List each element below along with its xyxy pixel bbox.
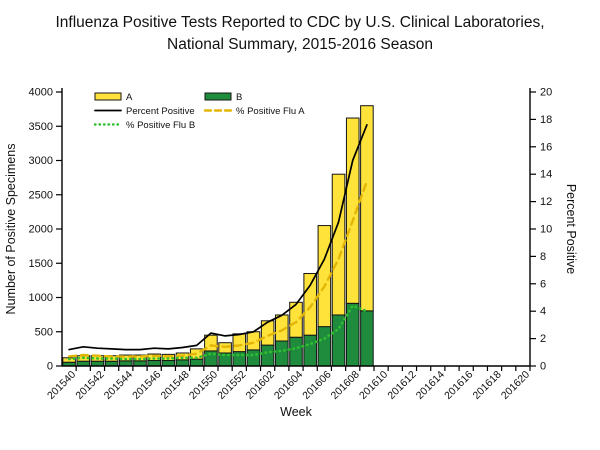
x-tick-label: 201612 [385,369,418,402]
legend: A B Percent Positive % Positive Flu A % Posi… [93,92,305,131]
bar-b-segment [161,360,176,367]
percent-lines-layer [67,124,369,361]
bar-a-segment [232,333,247,353]
bar-b-segment [90,360,105,367]
legend-swatch-a [94,92,122,101]
y-right-tick-label: 0 [540,361,546,373]
bar-a-segment [204,334,218,352]
x-tick-label: 201544 [102,369,135,402]
legend-label: Percent Positive [126,106,195,117]
x-tick-label: 201606 [300,369,333,402]
x-tick-label: 201620 [499,369,532,402]
bar-b-segment [275,340,289,367]
x-tick-label: 201616 [442,369,475,402]
pct-flu-a-line [67,179,369,358]
y-right-tick-label: 20 [540,87,552,99]
bar-b-segment [345,302,360,367]
y-left-tick-label: 2000 [29,224,53,236]
bar-b-segment [260,344,275,367]
legend-label: % Positive Flu B [126,120,195,131]
bar-b-segment [317,326,332,367]
y-right-tick-label: 6 [540,278,546,290]
bar-b-segment [360,310,374,367]
y-right-tick-label: 18 [540,114,552,126]
x-tick-label: 201546 [130,369,163,402]
percent-positive-line [68,124,368,351]
y-right-tick-label: 14 [540,169,552,181]
bar-a-segment [289,301,303,338]
bar-b-segment [246,349,261,367]
y-right-tick-label: 12 [540,196,552,208]
y-right-tick-label: 10 [540,224,552,236]
legend-label: A [126,92,133,103]
y-left-axis-title: Number of Positive Specimens [4,144,18,315]
x-tick-label: 201540 [45,369,78,402]
bar-a-segment [360,105,374,312]
bar-b-segment [147,360,161,367]
x-tick-label: 201604 [272,369,305,402]
chart-title-line2: National Summary, 2015-2016 Season [167,36,433,53]
bar-a-segment [345,117,360,304]
y-left-tick-label: 3500 [29,121,53,133]
x-tick-label: 201610 [357,369,390,402]
y-left-tick-label: 0 [47,361,53,373]
pct-flu-b-line [67,304,369,361]
chart-title-line1: Influenza Positive Tests Reported to CDC… [55,14,544,31]
y-left-tick-label: 2500 [29,189,53,201]
legend-label: % Positive Flu A [236,106,305,117]
y-right-axis-title: Percent Positive [564,184,578,274]
y-right-tick-label: 2 [540,333,546,345]
bar-b-segment [303,334,317,367]
y-left-tick-label: 4000 [29,87,53,99]
y-left-tick-label: 3000 [29,155,53,167]
x-tick-label: 201552 [215,369,248,402]
y-left-tick-label: 1000 [29,292,53,304]
legend-label: B [236,92,242,103]
y-right-tick-label: 8 [540,251,546,263]
x-tick-label: 201614 [414,369,447,402]
bar-b-segment [119,360,133,367]
y-left-tick-label: 500 [35,326,53,338]
bar-b-segment [289,336,303,367]
x-tick-label: 201608 [329,369,362,402]
x-tick-label: 201618 [470,369,503,402]
x-axis-title: Week [280,405,312,419]
bar-b-segment [133,360,147,367]
bar-b-segment [189,358,204,367]
bar-b-segment [232,351,247,367]
x-tick-label: 201542 [73,369,106,402]
bar-b-segment [175,359,190,367]
legend-swatch-b [204,92,232,101]
x-tick-label: 201602 [244,369,277,402]
y-right-tick-label: 4 [540,306,546,318]
y-right-tick-label: 16 [540,141,552,153]
bar-b-segment [104,360,119,367]
bar-a-segment [303,273,317,336]
x-tick-label: 201548 [158,369,191,402]
x-tick-label: 201550 [187,369,220,402]
y-left-tick-label: 1500 [29,258,53,270]
bars-layer [62,105,374,367]
bar-b-segment [76,360,91,367]
